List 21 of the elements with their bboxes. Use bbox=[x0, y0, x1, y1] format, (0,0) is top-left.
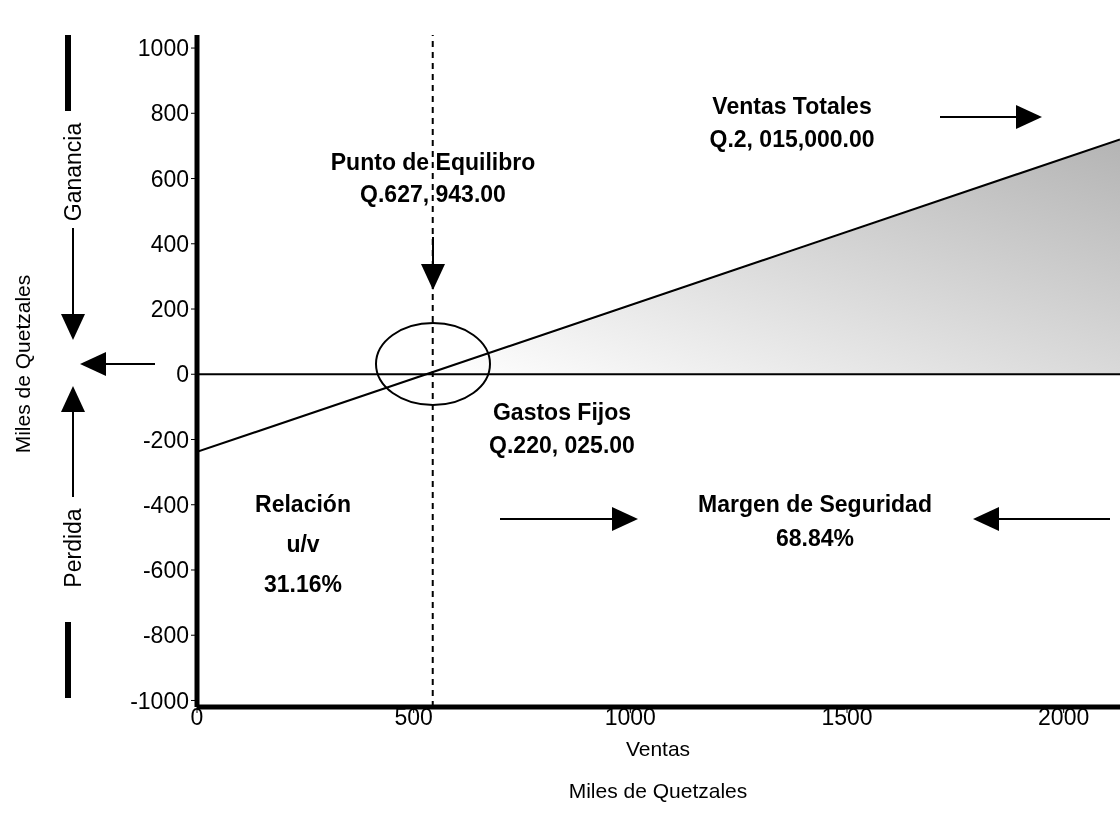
y-tick-label: 800 bbox=[150, 100, 189, 127]
annotation: Ventas Totales Q.2, 015,000.00 bbox=[709, 93, 875, 152]
text: Miles de Quetzales bbox=[568, 779, 748, 802]
y-tick-label: 1000 bbox=[137, 35, 189, 62]
y-tick-label: 200 bbox=[150, 296, 189, 323]
y-tick-label: -600 bbox=[142, 557, 189, 584]
y-tick-label: -800 bbox=[142, 622, 189, 649]
y-tick-label: -400 bbox=[142, 491, 189, 518]
annotation: Relación u/v 31.16% bbox=[255, 491, 351, 597]
y-axis-title: Miles de Quetzales bbox=[11, 274, 34, 454]
y-tick-label: 600 bbox=[150, 165, 189, 192]
y-tick-label: -200 bbox=[142, 426, 189, 453]
y-tick-label: 0 bbox=[176, 361, 189, 388]
text: Perdida bbox=[60, 508, 86, 588]
x-axis-title: Ventas bbox=[625, 737, 691, 760]
annotation: Gastos Fijos Q.220, 025.00 bbox=[489, 399, 635, 458]
text: Ganancia bbox=[60, 122, 86, 222]
y-tick-label: -1000 bbox=[130, 687, 189, 714]
annotation: Punto de Equilibro Q.627, 943.00 bbox=[330, 149, 536, 207]
annotation: Margen de Seguridad 68.84% bbox=[698, 491, 932, 551]
y-tick-label: 400 bbox=[150, 230, 189, 257]
